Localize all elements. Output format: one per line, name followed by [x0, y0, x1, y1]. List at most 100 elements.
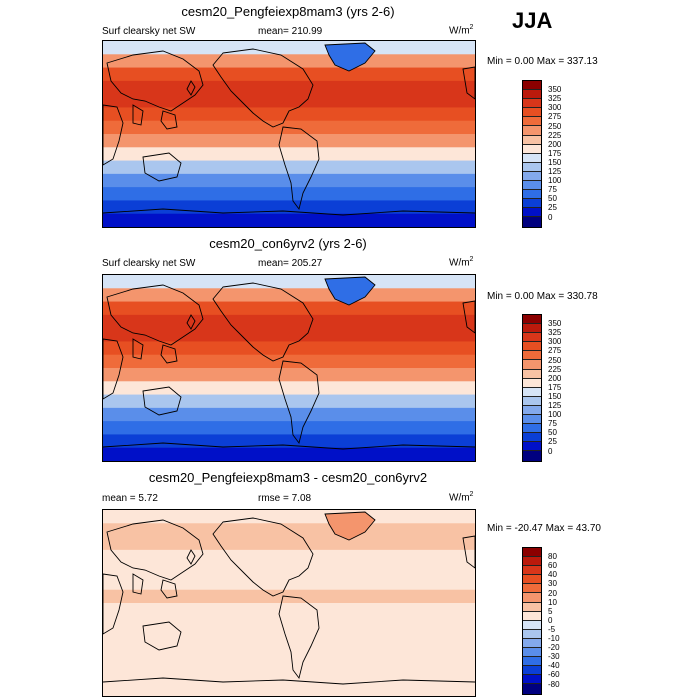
- colorbar-tick-label: 25: [548, 203, 557, 213]
- colorbar-tick-label: -30: [548, 652, 560, 662]
- colorbar-box: [523, 117, 541, 127]
- panel-2-map: [102, 274, 476, 462]
- coastline: [142, 386, 182, 416]
- coastline: [103, 442, 475, 450]
- colorbar-box: [523, 360, 541, 370]
- colorbar-box: [523, 566, 541, 576]
- colorbar-box: [523, 171, 541, 182]
- colorbar-tick-label: 175: [548, 148, 562, 158]
- colorbar-tick-label: 150: [548, 391, 562, 401]
- colorbar-box: [523, 405, 541, 416]
- map-band: [103, 94, 475, 109]
- map-band: [103, 510, 475, 524]
- colorbar-box: [523, 433, 541, 443]
- colorbar-box: [523, 675, 541, 685]
- map-band: [103, 107, 475, 122]
- colorbar-tick-label: 200: [548, 139, 562, 149]
- map-band: [103, 576, 475, 591]
- colorbar-box: [523, 208, 541, 218]
- panel-2-minmax: Min = 0.00 Max = 330.78: [487, 291, 598, 302]
- colorbar-tick-label: 200: [548, 373, 562, 383]
- colorbar-tick-label: -10: [548, 634, 560, 643]
- colorbar-tick-label: 225: [548, 364, 562, 374]
- colorbar-tick-label: -20: [548, 643, 560, 653]
- colorbar-tick-label: 325: [548, 328, 562, 338]
- map-band: [103, 669, 475, 684]
- colorbar-box: [523, 584, 541, 594]
- colorbar-box: [523, 324, 541, 334]
- coastline: [142, 621, 182, 651]
- coastline: [160, 579, 178, 599]
- colorbar-box: [523, 575, 541, 585]
- panel-1-title: cesm20_Pengfeiexp8mam3 (yrs 2-6): [181, 4, 395, 19]
- map-band: [103, 603, 475, 617]
- coastline: [103, 208, 475, 216]
- map-band: [103, 288, 475, 303]
- colorbar-tick-label: 275: [548, 346, 562, 356]
- colorbar-tick-label: 250: [548, 355, 562, 365]
- map-band: [103, 407, 475, 422]
- coastline: [160, 344, 178, 364]
- colorbar-box: [523, 190, 541, 200]
- colorbar-box: [523, 153, 541, 163]
- coastline: [103, 677, 475, 685]
- map-band: [103, 80, 475, 95]
- colorbar-tick-label: -40: [548, 661, 560, 671]
- panel-2-colorbar: [522, 314, 542, 462]
- panel-1-left-label: Surf clearsky net SW: [102, 26, 196, 37]
- coastline: [278, 360, 320, 445]
- colorbar-box: [523, 144, 541, 154]
- map-band: [103, 642, 475, 657]
- colorbar-box: [523, 602, 541, 612]
- panel-1-minmax: Min = 0.00 Max = 337.13: [487, 56, 598, 67]
- map-band: [103, 616, 475, 631]
- map-band: [103, 301, 475, 316]
- panel-3-colorbar: [522, 547, 542, 695]
- colorbar-tick-label: 350: [548, 319, 562, 329]
- colorbar-box: [523, 217, 541, 227]
- colorbar-tick-label: 100: [548, 176, 562, 186]
- panel-2-unit: W/m2: [449, 256, 474, 269]
- map-band: [103, 213, 475, 227]
- map-band: [103, 187, 475, 202]
- coastline: [106, 519, 204, 581]
- colorbar-tick-label: 100: [548, 410, 562, 420]
- colorbar-box: [523, 442, 541, 452]
- map-band: [103, 629, 475, 644]
- colorbar-box: [523, 333, 541, 343]
- colorbar-box: [523, 629, 541, 639]
- coastline: [278, 126, 320, 211]
- panel-1-map: [102, 40, 476, 228]
- colorbar-tick-label: 10: [548, 597, 557, 607]
- colorbar-box: [523, 557, 541, 567]
- coastline: [160, 110, 178, 130]
- coastline: [324, 511, 376, 541]
- coastline: [186, 80, 196, 96]
- coastline: [324, 42, 376, 72]
- panel-3-map: [102, 509, 476, 697]
- colorbar-box: [523, 81, 541, 91]
- colorbar-tick-label: 150: [548, 157, 562, 167]
- map-band: [103, 549, 475, 564]
- colorbar-box: [523, 126, 541, 136]
- coastline: [186, 314, 196, 330]
- coastline: [212, 517, 314, 597]
- colorbar-tick-label: 80: [548, 552, 557, 562]
- coastline: [212, 282, 314, 362]
- colorbar-tick-label: 0: [548, 446, 553, 456]
- map-band: [103, 523, 475, 538]
- coastline: [462, 535, 475, 569]
- colorbar-box: [523, 108, 541, 118]
- colorbar-box: [523, 162, 541, 172]
- map-band: [103, 381, 475, 396]
- colorbar-box: [523, 666, 541, 676]
- panel-3-left-label: mean = 5.72: [102, 493, 158, 504]
- coastline: [106, 284, 204, 346]
- colorbar-box: [523, 99, 541, 109]
- colorbar-tick-label: 125: [548, 401, 562, 410]
- colorbar-box: [523, 135, 541, 145]
- colorbar-tick-label: 50: [548, 428, 557, 438]
- colorbar-box: [523, 548, 541, 558]
- colorbar-box: [523, 638, 541, 649]
- colorbar-box: [523, 684, 541, 694]
